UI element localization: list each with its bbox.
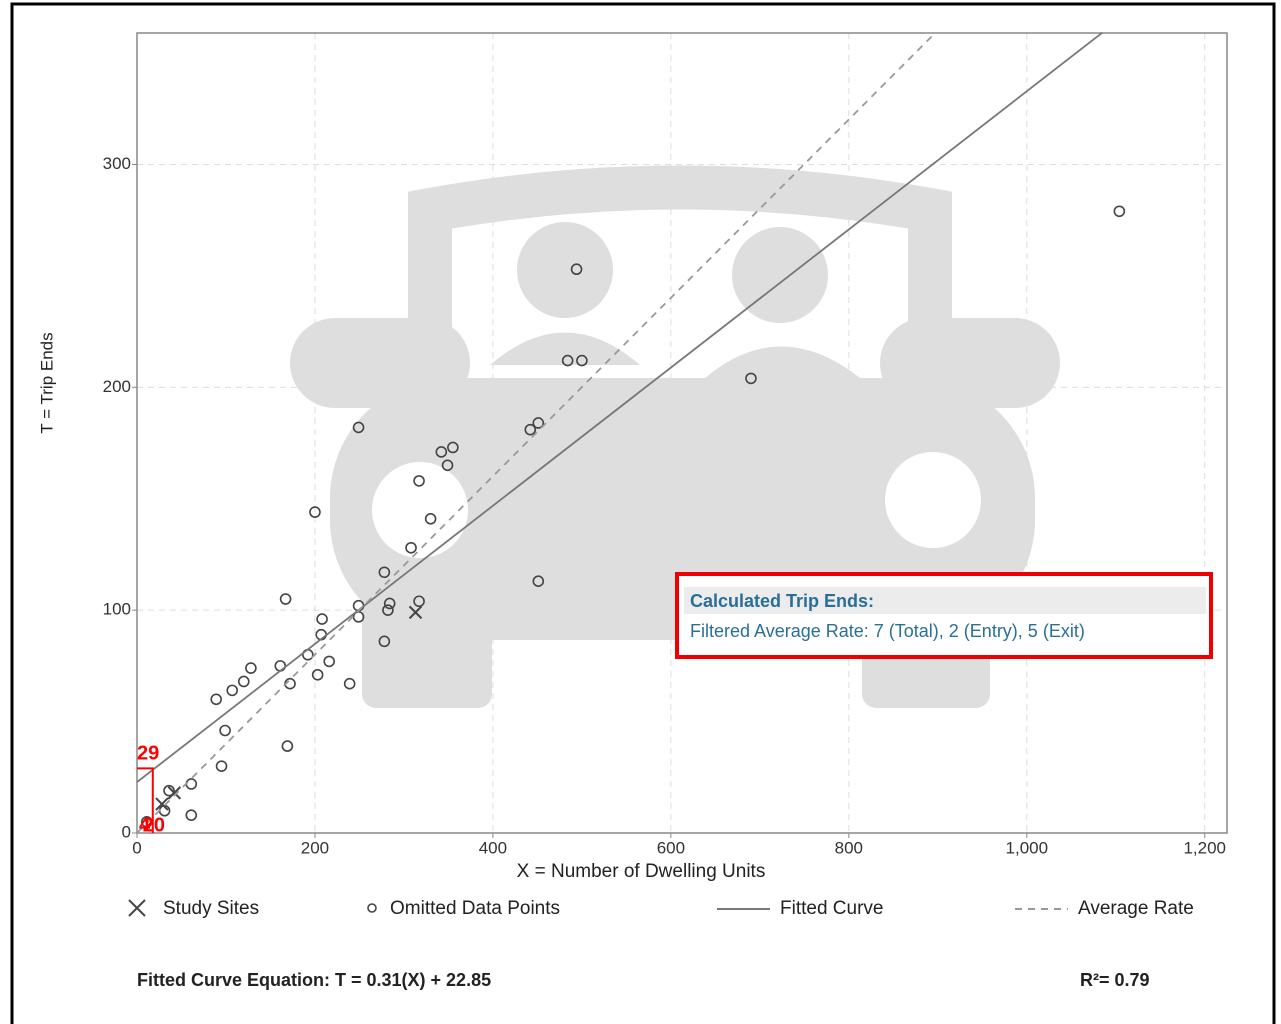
legend-label: Omitted Data Points <box>390 898 560 919</box>
omitted-point <box>311 668 324 681</box>
x-tick-label: 200 <box>301 838 329 857</box>
omitted-point <box>219 724 231 737</box>
omitted-point <box>532 417 545 429</box>
x-tick-label: 1,000 <box>1006 838 1049 857</box>
legend-label: Study Sites <box>163 898 259 919</box>
y-tick-label: 100 <box>103 600 131 619</box>
omitted-point <box>435 446 448 458</box>
omitted-point <box>226 684 239 697</box>
reference-y-label: 29 <box>137 743 159 765</box>
omitted-point <box>424 512 437 525</box>
callout-header <box>684 587 1206 614</box>
omitted-point <box>323 655 335 668</box>
omitted-point <box>405 541 417 554</box>
omitted-point <box>378 566 391 579</box>
omitted-point <box>382 604 394 616</box>
omitted-point <box>185 778 198 790</box>
omitted-point <box>309 506 321 518</box>
omitted-point <box>1113 205 1126 218</box>
omitted-point <box>163 784 175 797</box>
trend-line <box>136 31 1103 783</box>
callout-box <box>675 572 1213 659</box>
omitted-point <box>561 354 574 367</box>
y-tick-label: 0 <box>122 822 131 841</box>
study-site-point <box>408 605 423 620</box>
omitted-point <box>215 760 228 772</box>
omitted-point <box>413 595 425 608</box>
legend-label: Fitted Curve <box>780 898 883 919</box>
callout-title: Calculated Trip Ends: <box>690 591 874 611</box>
omitted-point <box>576 354 588 367</box>
omitted-point <box>185 809 198 821</box>
y-tick-label: 300 <box>103 154 131 173</box>
omitted-point <box>343 677 356 690</box>
reference-x-label: 20 <box>143 814 165 836</box>
omitted-point <box>378 635 391 648</box>
plot-frame <box>136 32 1228 834</box>
legend-label: Average Rate <box>1078 898 1194 919</box>
omitted-point <box>441 459 454 472</box>
omitted-point <box>279 593 292 605</box>
x-tick-label: 0 <box>132 838 141 857</box>
omitted-point <box>383 597 396 610</box>
omitted-point <box>447 441 459 454</box>
callout-text: Filtered Average Rate: 7 (Total), 2 (Ent… <box>690 621 1085 641</box>
omitted-point <box>524 423 537 436</box>
omitted-point <box>140 816 153 828</box>
x-tick-label: 1,200 <box>1183 838 1226 857</box>
y-tick-label: 200 <box>103 377 131 396</box>
x-tick-label: 600 <box>657 838 685 857</box>
x-tick-label: 800 <box>835 838 863 857</box>
trend-line <box>136 32 936 834</box>
equation: Fitted Curve Equation: T = 0.31(X) + 22.… <box>137 970 491 990</box>
x-tick-label: 400 <box>479 838 507 857</box>
omitted-point <box>237 675 250 688</box>
omitted-point <box>532 575 545 587</box>
omitted-point <box>210 693 222 706</box>
study-site-point <box>155 797 169 811</box>
omitted-point <box>745 372 757 385</box>
omitted-point <box>316 613 328 625</box>
omitted-point <box>413 475 425 487</box>
omitted-point <box>245 662 257 674</box>
reference-bracket <box>137 767 154 833</box>
omitted-point <box>570 263 583 276</box>
page-frame <box>10 2 1276 1024</box>
legend-swatch <box>367 903 377 913</box>
car-watermark <box>290 165 1060 708</box>
omitted-point <box>274 660 287 672</box>
omitted-point <box>281 740 294 752</box>
r-squared: R²= 0.79 <box>1080 970 1150 990</box>
reference-note: 4 <box>139 814 151 836</box>
y-axis-label: T = Trip Ends <box>37 332 56 433</box>
x-axis-label: X = Number of Dwelling Units <box>517 861 766 882</box>
omitted-point <box>352 421 365 434</box>
legend-swatch <box>128 899 146 917</box>
